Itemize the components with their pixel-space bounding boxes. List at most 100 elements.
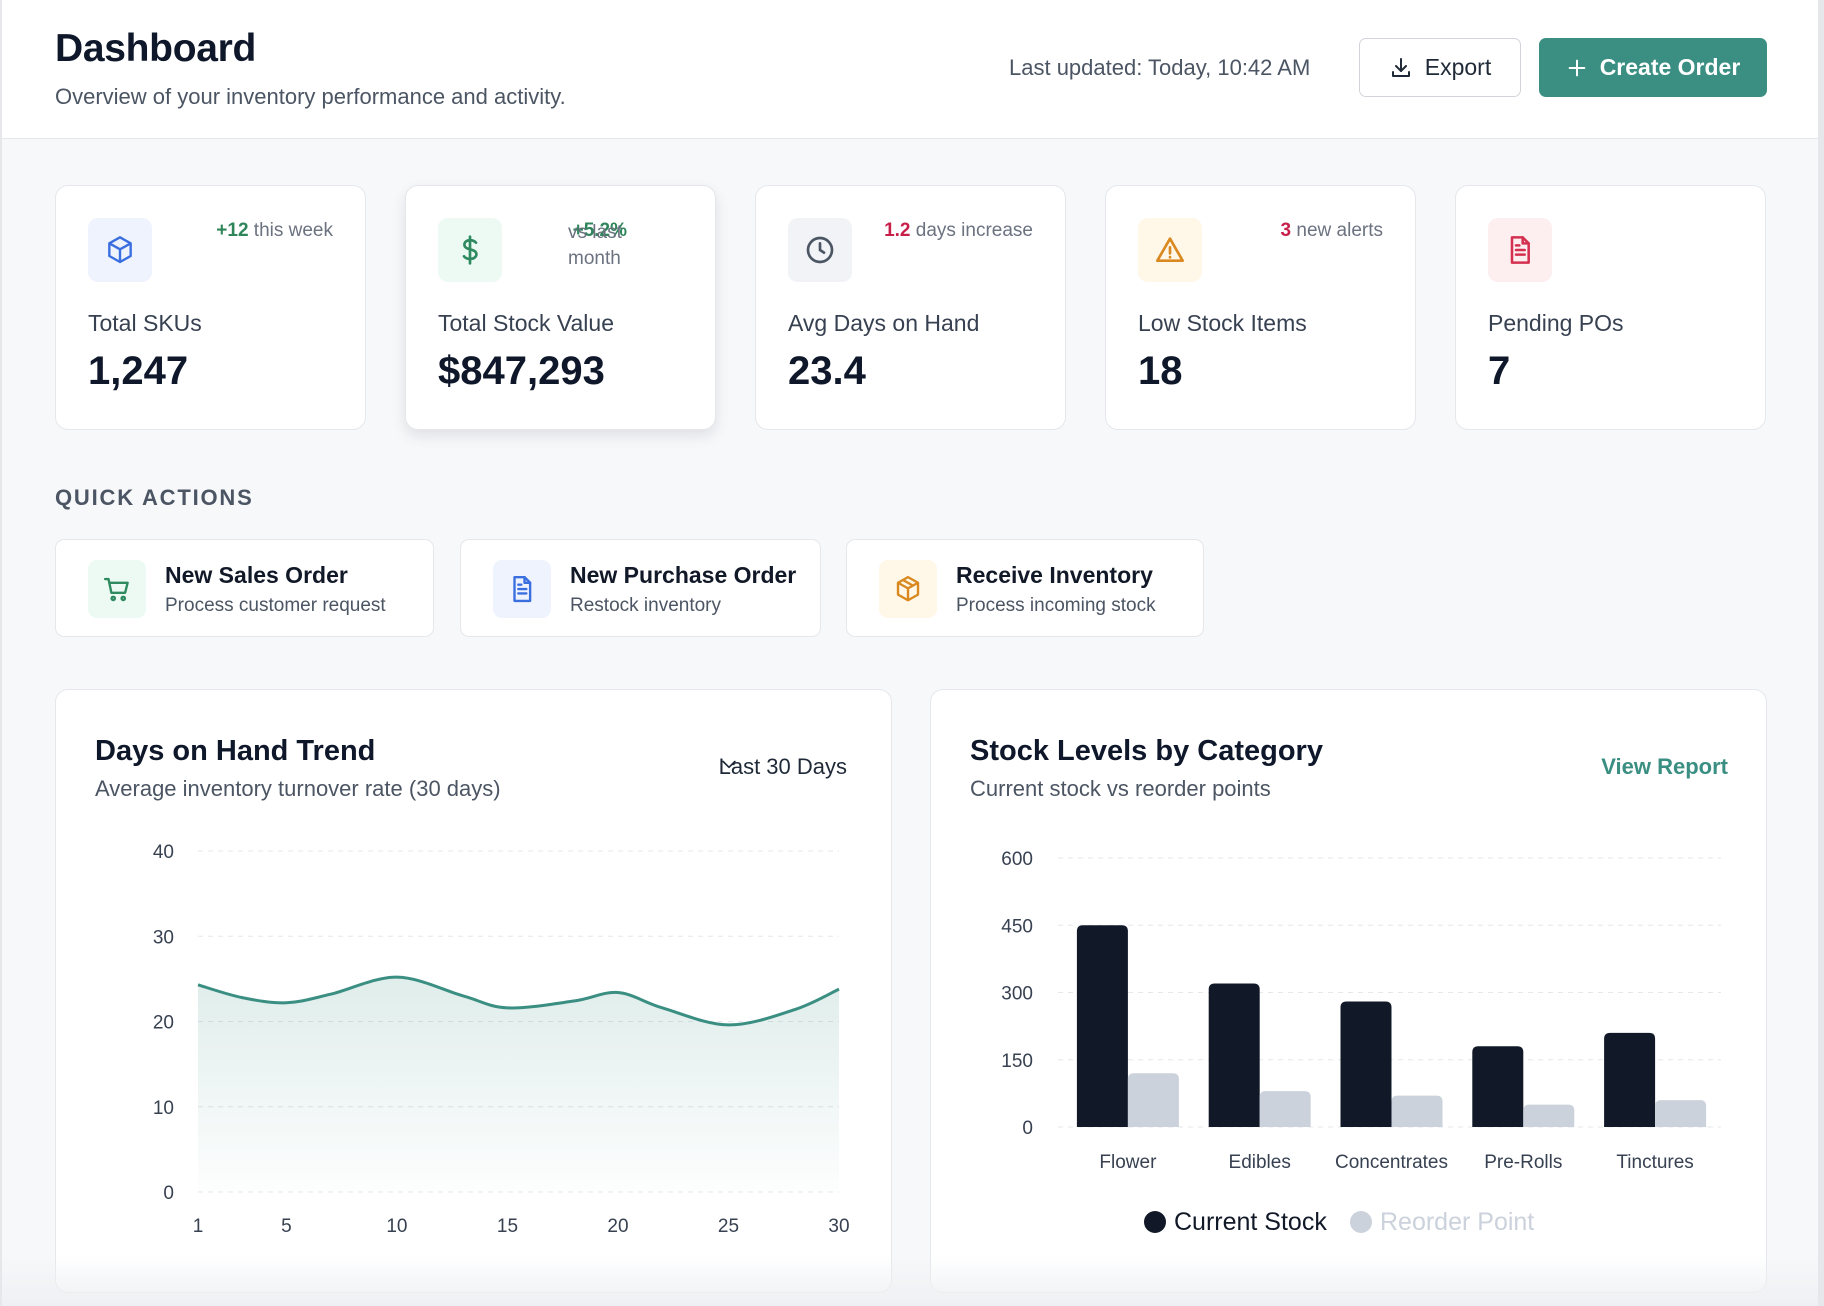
current-stock-bar [1604, 1032, 1656, 1127]
stat-delta: 3 new alerts [1281, 220, 1383, 242]
days-on-hand-trend-panel: Days on Hand Trend Average inventory tur… [55, 689, 892, 1293]
delta-text: days increase [915, 220, 1033, 241]
stat-value: 1,247 [88, 349, 189, 393]
panel-title: Stock Levels by Category [970, 735, 1323, 767]
stat-card-pending-pos: Pending POs 7 [1455, 185, 1766, 430]
x-tick-label: 10 [386, 1216, 407, 1237]
current-stock-bar [1076, 925, 1128, 1127]
page-title: Dashboard [55, 27, 257, 70]
document-icon [1488, 218, 1552, 282]
y-tick-label: 0 [163, 1183, 174, 1204]
current-stock-bar [1208, 983, 1260, 1127]
stat-value: 23.4 [788, 349, 866, 393]
stat-value: 7 [1488, 349, 1511, 393]
document-icon [493, 560, 551, 618]
current-stock-bar [1472, 1046, 1524, 1127]
action-description: Process incoming stock [956, 595, 1156, 616]
chart-legend: Current Stock Reorder Point [1144, 1208, 1534, 1236]
download-icon [1391, 57, 1410, 77]
legend-swatch-reorder-point [1350, 1211, 1372, 1233]
x-tick-label: 1 [193, 1216, 204, 1237]
action-description: Restock inventory [570, 595, 722, 616]
x-tick-label: Pre-Rolls [1484, 1152, 1562, 1173]
cart-icon [88, 560, 146, 618]
reorder-point-bar [1391, 1095, 1443, 1127]
x-tick-label: Tinctures [1616, 1152, 1693, 1173]
plus-icon [1568, 59, 1586, 76]
scrollbar-gutter[interactable] [1818, 0, 1824, 1306]
action-description: Process customer request [165, 595, 386, 616]
stock-bar-chart: 0 150 300 450 600 Flower Edibles Concentrates Pr… [1001, 849, 1721, 1236]
stat-label: Total SKUs [88, 310, 202, 336]
date-range-value: Last 30 Days [718, 754, 847, 779]
stat-label: Total Stock Value [438, 310, 615, 336]
stat-label: Low Stock Items [1138, 310, 1307, 336]
delta-text: new alerts [1296, 220, 1383, 241]
quick-actions-heading: QUICK ACTIONS [55, 485, 254, 510]
view-report-link[interactable]: View Report [1601, 754, 1728, 779]
create-order-label: Create Order [1599, 54, 1741, 80]
stat-card-low-stock: 3 new alerts Low Stock Items 18 [1105, 185, 1416, 430]
x-tick-label: 20 [607, 1216, 628, 1237]
y-tick-label: 0 [1022, 1118, 1033, 1139]
y-tick-label: 150 [1001, 1051, 1033, 1072]
export-label: Export [1424, 54, 1492, 80]
stat-card-avg-days: 1.2 days increase Avg Days on Hand 23.4 [755, 185, 1066, 430]
y-tick-label: 450 [1001, 916, 1033, 937]
stat-card-total-stock-value: +5.2% vs last month Total Stock Value $8… [405, 185, 716, 430]
reorder-point-bar [1655, 1100, 1707, 1127]
y-tick-label: 600 [1001, 849, 1033, 870]
y-tick-label: 10 [153, 1098, 174, 1119]
y-tick-label: 300 [1001, 984, 1033, 1005]
x-tick-label: Edibles [1229, 1152, 1291, 1173]
stat-label: Avg Days on Hand [788, 310, 980, 336]
x-tick-label: Concentrates [1335, 1152, 1448, 1173]
panel-subtitle: Average inventory turnover rate (30 days… [95, 776, 501, 801]
receive-inventory-action[interactable]: Receive Inventory Process incoming stock [846, 539, 1204, 637]
delta-amount: +12 [216, 220, 249, 241]
package-icon [879, 560, 937, 618]
action-title: Receive Inventory [956, 562, 1153, 588]
new-sales-order-action[interactable]: New Sales Order Process customer request [55, 539, 434, 637]
stat-card-total-skus: +12 this week Total SKUs 1,247 [55, 185, 366, 430]
delta-amount: 3 [1280, 220, 1292, 241]
x-tick-label: 30 [828, 1216, 849, 1237]
reorder-point-bar [1127, 1073, 1179, 1127]
y-tick-label: 20 [153, 1013, 174, 1034]
create-order-button[interactable]: Create Order [1539, 38, 1767, 97]
x-tick-label: 5 [281, 1216, 292, 1237]
panel-title: Days on Hand Trend [95, 735, 376, 767]
x-tick-label: 25 [718, 1216, 739, 1237]
legend-swatch-current-stock [1144, 1211, 1166, 1233]
delta-amount: +5.2% [572, 220, 627, 241]
legend-label-current-stock: Current Stock [1174, 1208, 1327, 1236]
cube-icon [88, 218, 152, 282]
x-tick-label: 15 [497, 1216, 518, 1237]
x-tick-label: Flower [1099, 1152, 1157, 1173]
export-button[interactable]: Export [1359, 38, 1521, 97]
trend-line [197, 975, 840, 1027]
y-tick-label: 30 [153, 927, 174, 948]
reorder-point-bar [1523, 1104, 1575, 1127]
bottom-fade [2, 1255, 1820, 1306]
panel-subtitle: Current stock vs reorder points [970, 776, 1271, 801]
new-purchase-order-action[interactable]: New Purchase Order Restock inventory [460, 539, 821, 637]
date-range-select[interactable]: Last 30 Days [719, 754, 847, 780]
page-header: Dashboard Overview of your inventory per… [2, 0, 1820, 139]
dollar-icon [438, 218, 502, 282]
page-subtitle: Overview of your inventory performance a… [55, 84, 566, 109]
delta-text: vs last month [568, 222, 622, 269]
last-updated: Last updated: Today, 10:42 AM [1009, 55, 1311, 80]
stat-label: Pending POs [1488, 310, 1624, 336]
warning-icon [1138, 218, 1202, 282]
chevron-down-icon [721, 760, 736, 769]
action-title: New Purchase Order [570, 562, 797, 588]
action-title: New Sales Order [165, 562, 348, 588]
legend-label-reorder-point: Reorder Point [1380, 1208, 1534, 1236]
current-stock-bar [1340, 1001, 1392, 1127]
stock-levels-panel: Stock Levels by Category Current stock v… [930, 689, 1767, 1293]
delta-amount: 1.2 [884, 220, 911, 241]
stat-value: $847,293 [438, 349, 605, 393]
